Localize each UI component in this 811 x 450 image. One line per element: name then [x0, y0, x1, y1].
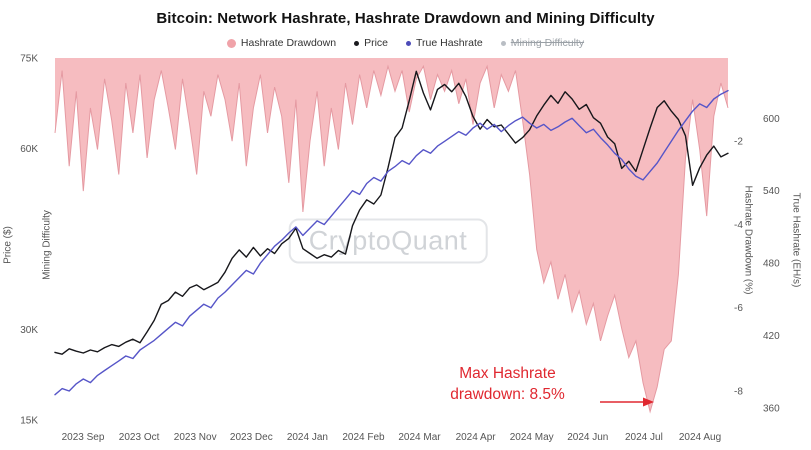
- hashrate-drawdown-area: [55, 58, 728, 412]
- hashrate-tick-label: 360: [763, 403, 780, 414]
- x-tick-label: 2024 Apr: [456, 432, 497, 443]
- chart-title: Bitcoin: Network Hashrate, Hashrate Draw…: [156, 10, 655, 27]
- legend: Hashrate Drawdown Price True Hashrate Mi…: [0, 37, 811, 49]
- true-hashrate-line: [54, 89, 729, 396]
- legend-label: Hashrate Drawdown: [240, 37, 337, 49]
- watermark: CryptoQuant: [288, 218, 488, 264]
- price-tick-label: 60K: [20, 144, 38, 155]
- drawdown-tick-label: -2: [734, 137, 743, 148]
- annotation-arrow-icon: [600, 397, 654, 407]
- hashrate-tick-label: 540: [763, 186, 780, 197]
- hashrate-tick-label: 600: [763, 114, 780, 125]
- price-marker-icon: [354, 40, 360, 46]
- x-tick-label: 2024 Mar: [398, 432, 441, 443]
- y-axis-label-price: Price ($): [2, 226, 14, 264]
- hashrate-tick-label: 480: [763, 259, 780, 270]
- true-hashrate-marker-icon: [406, 40, 411, 46]
- mining-difficulty-marker-icon: [500, 40, 506, 46]
- legend-item-price[interactable]: Price: [354, 37, 388, 49]
- x-tick-label: 2023 Dec: [230, 432, 273, 443]
- y-axis-label-mining-difficulty: Mining Difficulty: [41, 210, 53, 280]
- price-tick-label: 15K: [20, 416, 38, 427]
- hashrate-drawdown-marker-icon: [226, 38, 236, 48]
- x-tick-label: 2024 Jul: [625, 432, 663, 443]
- annotation-line2: drawdown: 8.5%: [450, 386, 565, 403]
- x-tick-label: 2023 Nov: [174, 432, 217, 443]
- hashrate-tick-label: 420: [763, 331, 780, 342]
- y-axis-label-hashrate-drawdown: Hashrate Drawdown (%): [742, 185, 754, 295]
- drawdown-tick-label: -4: [734, 220, 743, 231]
- legend-item-true-hashrate[interactable]: True Hashrate: [406, 37, 483, 49]
- max-drawdown-annotation: Max Hashrate drawdown: 8.5%: [420, 363, 595, 405]
- legend-label: Price: [364, 37, 388, 49]
- y-axis-label-true-hashrate: True Hashrate (EH/s): [790, 192, 802, 288]
- annotation-line1: Max Hashrate: [459, 365, 556, 382]
- price-line: [54, 70, 729, 355]
- price-tick-label: 75K: [20, 54, 38, 65]
- legend-label: Mining Difficulty: [510, 37, 585, 49]
- x-tick-label: 2023 Sep: [62, 432, 105, 443]
- x-tick-label: 2024 Aug: [679, 432, 721, 443]
- legend-item-hashrate-drawdown[interactable]: Hashrate Drawdown: [226, 37, 337, 49]
- legend-item-mining-difficulty[interactable]: Mining Difficulty: [500, 37, 585, 49]
- x-tick-label: 2024 Feb: [342, 432, 385, 443]
- legend-label: True Hashrate: [416, 37, 483, 49]
- x-tick-label: 2024 Jan: [287, 432, 328, 443]
- drawdown-tick-label: -8: [734, 386, 743, 397]
- drawdown-tick-label: -6: [734, 303, 743, 314]
- x-tick-label: 2024 May: [510, 432, 554, 443]
- x-tick-label: 2023 Oct: [119, 432, 160, 443]
- hashrate-drawdown-area-edge: [54, 64, 729, 414]
- price-tick-label: 30K: [20, 325, 38, 336]
- x-tick-label: 2024 Jun: [567, 432, 608, 443]
